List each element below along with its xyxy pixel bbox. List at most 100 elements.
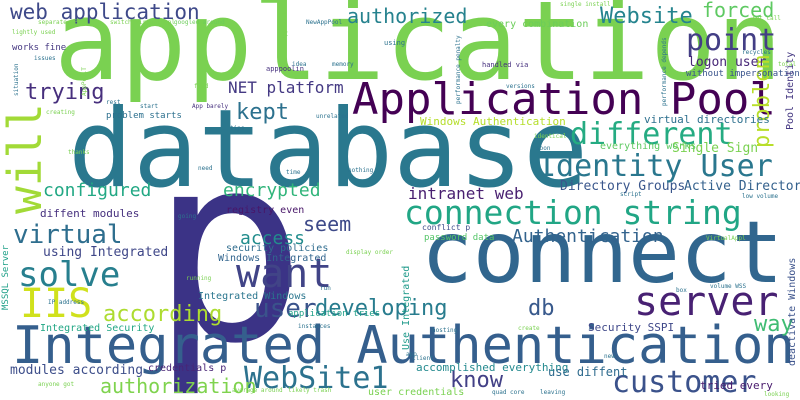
word-problem-starts: problem starts — [106, 111, 182, 121]
word-identity-user: Identity User — [538, 149, 773, 184]
word-leaving: leaving — [540, 389, 566, 396]
word-application: application — [54, 0, 783, 105]
word-volume-wss: volume WSS — [710, 283, 747, 290]
word-creating: creating — [46, 109, 75, 116]
word-rest: rest — [106, 99, 121, 106]
word-display-order: display order — [346, 249, 393, 256]
word-connection-string: connection string — [404, 193, 742, 232]
word-issues: issues — [34, 55, 56, 62]
word-developing: developing — [315, 296, 448, 321]
word-website1: WebSite1 — [244, 361, 389, 396]
word-use-integrated: Use Integrated — [401, 265, 412, 350]
word-access: access — [240, 228, 306, 249]
word-app-barely: App barely — [192, 103, 229, 110]
word-start: start — [140, 103, 159, 110]
word-performance-depends: performance depends — [661, 37, 668, 106]
word-deactivate-windows: deactivate Windows — [787, 257, 798, 366]
word-iis: IIS — [20, 281, 93, 327]
word-registry-even: registry even — [226, 205, 305, 216]
word-db: db — [528, 296, 555, 321]
word-windows-authentication: Windows Authentication — [420, 115, 566, 128]
word-lightly-used: lightly used — [12, 29, 56, 36]
word-quad-core: quad core — [492, 389, 525, 396]
word-application-tries: application tries — [288, 309, 381, 319]
word-integrated-authentication: Integrated Authentication — [12, 316, 795, 376]
word-will: will — [0, 103, 52, 214]
word-using: using — [384, 39, 406, 47]
word-server: server — [634, 279, 779, 325]
word-use-diffent: use diffent — [548, 365, 628, 379]
word-box: box — [676, 287, 687, 294]
word-authentication: Authentication — [512, 226, 664, 247]
word-integrated-windows: Integrated Windows — [198, 291, 307, 302]
word-security-sspi: Security SSPI — [588, 321, 675, 334]
word-mssql-server: MSSQL Server — [1, 244, 11, 310]
word-integrated-security: Integrated Security — [40, 323, 155, 334]
word-solve: solve — [18, 255, 121, 295]
word-situation: situation — [13, 63, 20, 96]
word-tried-every: tried every — [700, 379, 773, 392]
word-apppoolin: apppoolin — [266, 65, 304, 73]
word-new: new — [604, 353, 615, 360]
word-low-volume: low volume — [742, 193, 779, 200]
word-identical: identical — [534, 133, 567, 140]
word-every-combination: every combination — [486, 19, 589, 30]
word-point: point — [686, 23, 777, 58]
word-authorized: authorized — [347, 4, 468, 28]
word-thanks: thanks — [68, 149, 90, 156]
word-accomplished-everything: accomplished everything — [416, 361, 569, 374]
word-seem: seem — [303, 212, 352, 236]
word-conflict-p: conflict p — [422, 223, 471, 232]
word-database: database — [68, 87, 589, 212]
word-user: user — [254, 294, 317, 324]
word-total: total — [778, 61, 797, 68]
word-separate-ip: separate IP — [38, 19, 78, 26]
word-switch-virtualappl: switch VirtualAppl — [110, 19, 176, 26]
word-connect: connect — [421, 203, 784, 303]
word-password-data: password data — [424, 233, 495, 243]
word-intranet-web: intranet web — [408, 184, 524, 203]
word-security-policies: security policies — [226, 243, 329, 254]
word-kept: kept — [236, 100, 289, 125]
word-anyone-got: anyone got — [38, 381, 75, 388]
word-web-application: web application — [10, 0, 200, 24]
word-tips: tips — [230, 125, 245, 132]
word-credentials-p: credentials p — [148, 363, 227, 374]
word-likely-trash: likely trash — [288, 387, 332, 394]
word-handled-via: handled via — [482, 61, 529, 69]
word-run: run — [320, 285, 331, 292]
word-using-integrated: using Integrated — [43, 245, 169, 260]
word-versions: versions — [506, 83, 535, 90]
word-app: app — [406, 351, 417, 358]
word-virtual-directories: virtual directories — [644, 113, 770, 126]
word-idea: idea — [292, 61, 307, 68]
word-trying: trying — [25, 80, 105, 105]
word-according: according — [103, 302, 223, 327]
word-performance-penalty: performance penalty — [455, 35, 462, 104]
word-directory-groups: Directory Groups — [560, 179, 686, 194]
word-logon-user: logon user — [688, 55, 767, 70]
word-know: know — [450, 368, 503, 393]
word-need: need — [198, 165, 213, 172]
word-unrelated: unrelated — [316, 113, 349, 120]
word-memory: memory — [332, 61, 354, 68]
word-apppoolt-2: AppPoolT — [81, 67, 88, 96]
word-going: going — [178, 213, 197, 220]
word-single-sign: Single Sign — [672, 141, 759, 156]
word-client: client — [412, 355, 434, 362]
word-looking: looking — [764, 391, 790, 398]
word-website: Website — [600, 4, 693, 29]
word-net-platform: NET platform — [228, 78, 344, 97]
word-newapppool: NewAppPool — [306, 19, 343, 26]
word-active-directory: Active Directory — [684, 179, 800, 194]
word-modules-according: modules according — [10, 363, 144, 378]
word-windows-integrated: Windows Integrated — [218, 253, 327, 264]
word-authorization: authorization — [100, 374, 257, 398]
word-way: way — [754, 312, 794, 337]
word-forced: forced — [702, 0, 775, 22]
word-single-install: single install — [560, 1, 611, 8]
word-hosting: hosting — [432, 327, 458, 334]
word-without-impersonation: without impersonation — [686, 69, 800, 79]
word-running: running — [186, 275, 212, 282]
